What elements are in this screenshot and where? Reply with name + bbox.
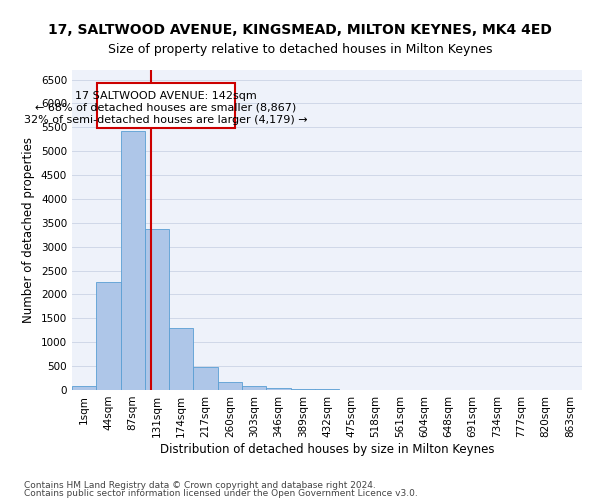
FancyBboxPatch shape <box>97 83 235 128</box>
Y-axis label: Number of detached properties: Number of detached properties <box>22 137 35 323</box>
Bar <box>169 328 193 390</box>
Text: ← 68% of detached houses are smaller (8,867): ← 68% of detached houses are smaller (8,… <box>35 103 296 113</box>
Bar <box>266 388 290 390</box>
Bar <box>72 386 96 390</box>
Text: 32% of semi-detached houses are larger (4,179) →: 32% of semi-detached houses are larger (… <box>24 115 308 125</box>
X-axis label: Distribution of detached houses by size in Milton Keynes: Distribution of detached houses by size … <box>160 442 494 456</box>
Bar <box>193 367 218 390</box>
Text: 17 SALTWOOD AVENUE: 142sqm: 17 SALTWOOD AVENUE: 142sqm <box>75 90 257 101</box>
Bar <box>121 131 145 390</box>
Text: Size of property relative to detached houses in Milton Keynes: Size of property relative to detached ho… <box>108 42 492 56</box>
Bar <box>96 282 121 390</box>
Bar <box>145 228 169 390</box>
Text: Contains public sector information licensed under the Open Government Licence v3: Contains public sector information licen… <box>24 489 418 498</box>
Bar <box>218 382 242 390</box>
Text: Contains HM Land Registry data © Crown copyright and database right 2024.: Contains HM Land Registry data © Crown c… <box>24 480 376 490</box>
Bar <box>290 388 315 390</box>
Text: 17, SALTWOOD AVENUE, KINGSMEAD, MILTON KEYNES, MK4 4ED: 17, SALTWOOD AVENUE, KINGSMEAD, MILTON K… <box>48 22 552 36</box>
Bar <box>242 386 266 390</box>
